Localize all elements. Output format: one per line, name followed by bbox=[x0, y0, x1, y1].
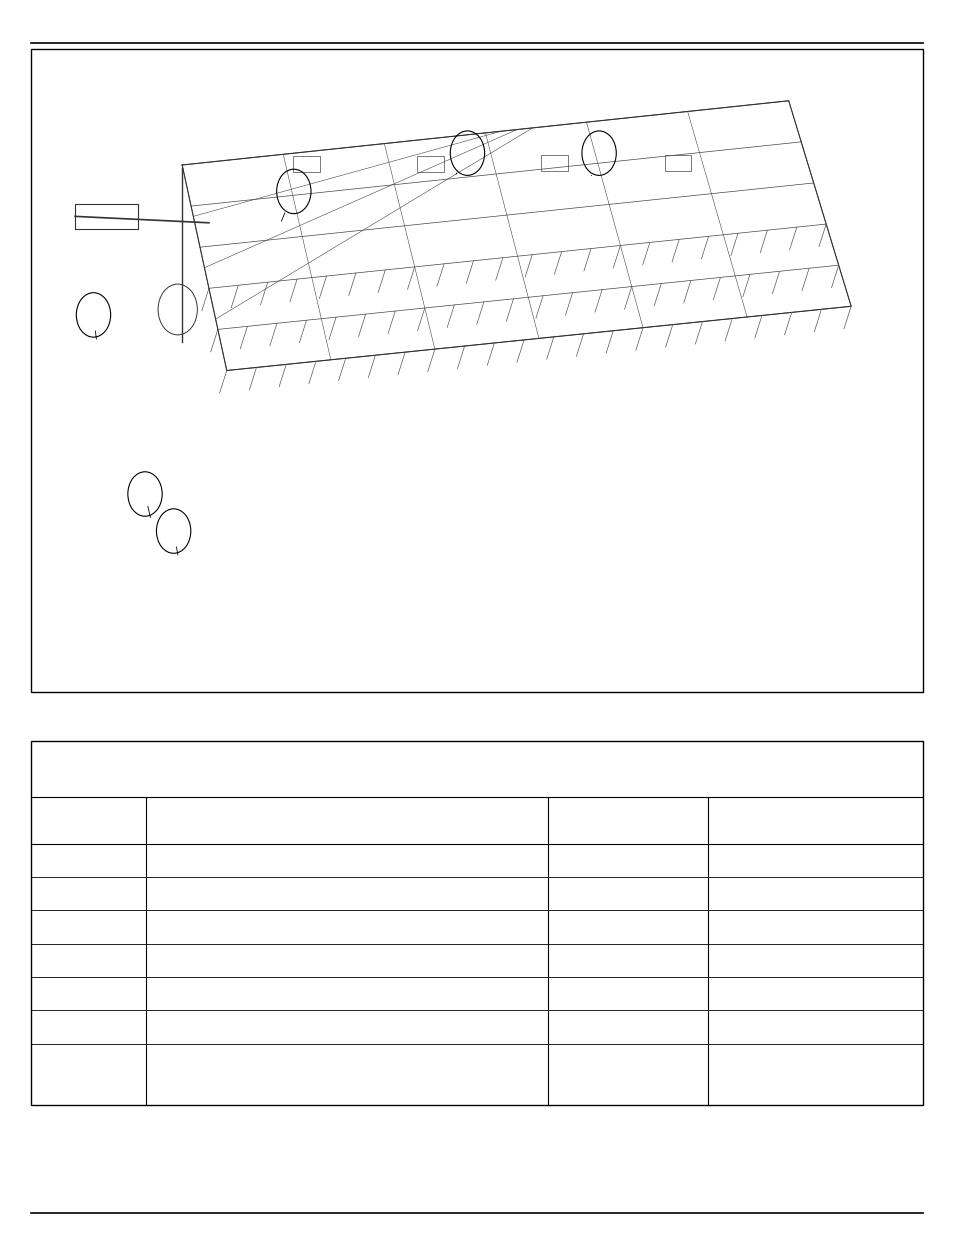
Bar bbox=[30, 49, 922, 692]
Bar bbox=[664, 154, 691, 170]
Bar bbox=[293, 156, 319, 172]
Bar bbox=[416, 156, 443, 172]
Bar bbox=[30, 741, 922, 1105]
Bar bbox=[540, 156, 567, 172]
